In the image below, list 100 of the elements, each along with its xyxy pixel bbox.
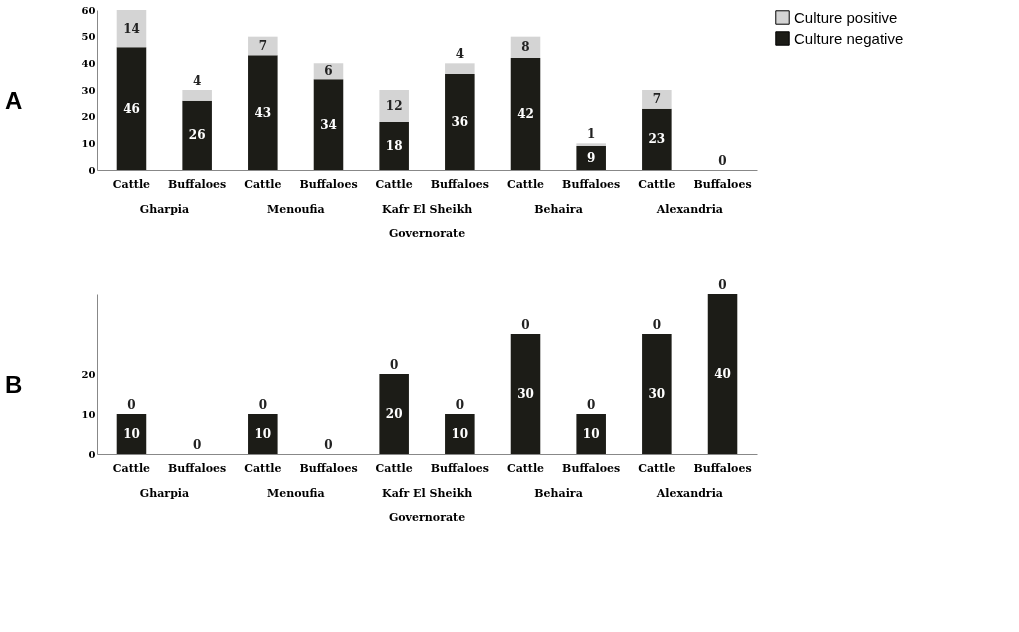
- bar: [116, 47, 147, 170]
- bar: [445, 74, 475, 170]
- data-label: 43: [254, 105, 272, 120]
- bar: [379, 374, 409, 454]
- text: B: [5, 371, 23, 398]
- x-tick-label: Cattle: [112, 177, 151, 191]
- bar: [182, 90, 212, 101]
- x-tick-label: Cattle: [375, 461, 413, 475]
- data-label: 0: [258, 398, 267, 412]
- data-label: 0: [521, 318, 530, 332]
- data-label: 12: [385, 99, 403, 113]
- data-label: 0: [324, 438, 333, 452]
- data-label: 40: [714, 367, 731, 381]
- x-tick-label: Cattle: [506, 177, 545, 191]
- text: Behaira: [534, 487, 583, 500]
- data-label: 10: [451, 427, 469, 441]
- x-tick-label: Buffaloes: [430, 461, 489, 475]
- x-tick-label: Buffaloes: [693, 177, 752, 191]
- data-label: 0: [389, 358, 399, 372]
- data-label: 10: [254, 427, 272, 441]
- bar: [445, 414, 475, 454]
- bar: [445, 63, 475, 74]
- bar: [642, 90, 672, 109]
- data-label: 18: [385, 139, 403, 153]
- x-tick-label: Buffaloes: [299, 461, 358, 475]
- x-tick-label: Buffaloes: [562, 177, 621, 191]
- data-label: 0: [652, 318, 662, 332]
- x-axis-title: Governorate: [388, 511, 466, 524]
- data-label: 0: [718, 154, 727, 168]
- data-label: 9: [587, 151, 596, 165]
- data-label: 36: [451, 115, 469, 129]
- x-tick-label: Cattle: [638, 461, 676, 475]
- text: Behaira: [534, 203, 583, 216]
- data-label: 6: [324, 64, 333, 79]
- bar: [576, 143, 606, 146]
- data-label: 0: [718, 278, 727, 292]
- legend-label: Culture negative: [794, 29, 904, 47]
- text: Kafr El Sheikh: [382, 203, 473, 216]
- x-tick-label: Cattle: [244, 461, 282, 475]
- data-label: 14: [123, 21, 140, 36]
- data-label: 8: [521, 40, 530, 55]
- x-axis-title: Governorate: [388, 227, 466, 240]
- data-label: 30: [648, 387, 666, 401]
- bar: [576, 146, 606, 170]
- x-tick-label: Buffaloes: [562, 461, 621, 475]
- x-tick-label: Cattle: [506, 461, 545, 475]
- x-tick-label: Cattle: [638, 177, 676, 191]
- bar: [379, 90, 409, 122]
- bar: [642, 108, 672, 170]
- data-label: 4: [192, 74, 202, 88]
- data-label: 20: [385, 407, 403, 421]
- data-label: 7: [652, 92, 662, 107]
- y-tick-label: 20: [81, 368, 96, 380]
- text: Alexandria: [655, 487, 723, 500]
- bar: [510, 58, 541, 170]
- data-label: 0: [127, 398, 136, 412]
- data-label: 7: [258, 39, 267, 53]
- bar: [510, 334, 541, 454]
- y-tick-label: 10: [81, 137, 96, 149]
- text: Gharpia: [139, 203, 190, 216]
- bar: [182, 100, 212, 170]
- bar: [576, 414, 606, 454]
- text: Alexandria: [655, 203, 723, 216]
- data-label: 30: [517, 387, 534, 401]
- text: Gharpia: [139, 487, 190, 500]
- x-tick-label: Buffaloes: [299, 177, 358, 191]
- data-label: 4: [455, 47, 465, 62]
- data-label: 1: [587, 127, 596, 142]
- x-tick-label: Cattle: [375, 177, 413, 191]
- y-tick-label: 10: [81, 408, 96, 420]
- bar: [116, 414, 147, 454]
- data-label: 23: [648, 132, 666, 147]
- legend-label: Culture positive: [794, 8, 898, 26]
- bar: [248, 55, 278, 170]
- data-label: 26: [188, 128, 206, 143]
- y-tick-label: 50: [81, 31, 96, 43]
- y-tick-label: 0: [88, 164, 96, 176]
- x-tick-label: Buffaloes: [168, 461, 227, 475]
- data-label: 34: [320, 117, 337, 132]
- y-tick-label: 40: [81, 57, 96, 69]
- data-label: 46: [123, 101, 140, 116]
- data-label: 10: [582, 427, 600, 441]
- y-tick-label: 0: [88, 448, 96, 460]
- y-tick-label: 20: [81, 111, 96, 123]
- text: A: [5, 87, 23, 114]
- bar: [379, 122, 409, 170]
- bar: [642, 334, 672, 454]
- bar: [707, 294, 738, 454]
- x-tick-label: Buffaloes: [430, 177, 489, 191]
- data-label: 0: [192, 438, 202, 452]
- data-label: 0: [587, 398, 596, 412]
- x-tick-label: Buffaloes: [168, 177, 227, 191]
- bar: [313, 79, 344, 170]
- y-tick-label: 60: [81, 4, 96, 16]
- data-label: 42: [517, 107, 534, 121]
- text: Menoufia: [267, 203, 325, 216]
- x-tick-label: Cattle: [112, 461, 151, 475]
- x-tick-label: Cattle: [244, 177, 282, 191]
- bar: [248, 414, 278, 454]
- x-tick-label: Buffaloes: [693, 461, 752, 475]
